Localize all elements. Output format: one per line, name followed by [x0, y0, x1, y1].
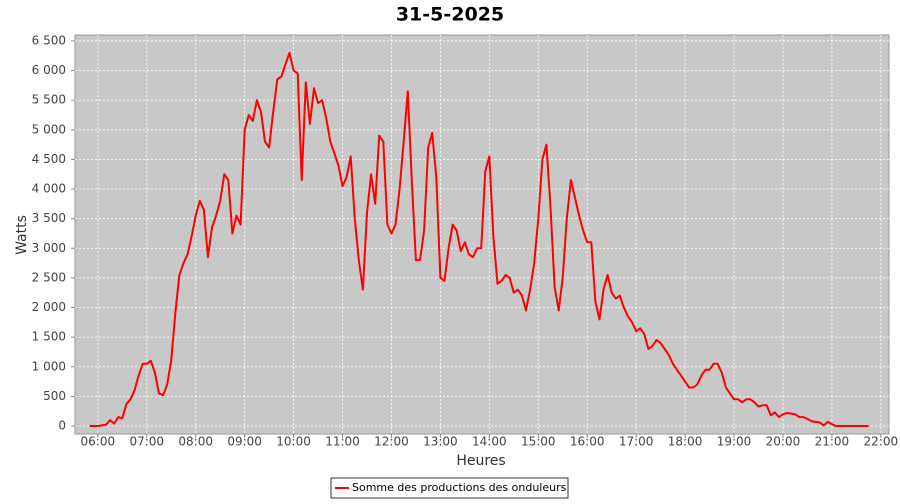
x-tick-label: 06:00 [81, 435, 116, 449]
y-tick-label: 6 500 [32, 33, 66, 47]
y-tick-label: 0 [58, 419, 66, 433]
x-tick-label: 18:00 [668, 435, 703, 449]
x-tick-label: 19:00 [717, 435, 752, 449]
x-tick-label: 14:00 [472, 435, 507, 449]
y-tick-label: 2 000 [32, 300, 66, 314]
y-tick-label: 1 500 [32, 330, 66, 344]
y-tick-label: 5 500 [32, 93, 66, 107]
x-tick-label: 21:00 [815, 435, 850, 449]
y-tick-label: 1 000 [32, 359, 66, 373]
x-tick-label: 09:00 [227, 435, 262, 449]
x-tick-label: 22:00 [864, 435, 899, 449]
x-tick-label: 13:00 [423, 435, 458, 449]
y-tick-label: 3 000 [32, 241, 66, 255]
x-tick-label: 07:00 [129, 435, 164, 449]
x-tick-label: 16:00 [570, 435, 605, 449]
y-tick-label: 4 000 [32, 182, 66, 196]
x-axis-label: Heures [456, 453, 505, 469]
y-axis-label: Watts [14, 215, 30, 255]
x-tick-label: 11:00 [325, 435, 360, 449]
y-tick-label: 5 000 [32, 122, 66, 136]
x-tick-label: 17:00 [619, 435, 654, 449]
y-tick-label: 500 [43, 389, 66, 403]
y-tick-label: 6 000 [32, 63, 66, 77]
series-line [89, 51, 869, 427]
chart-title: 31-5-2025 [396, 4, 504, 26]
x-tick-label: 15:00 [521, 435, 556, 449]
x-tick-label: 10:00 [276, 435, 311, 449]
x-tick-label: 12:00 [374, 435, 409, 449]
y-tick-label: 4 500 [32, 152, 66, 166]
y-tick-label: 2 500 [32, 270, 66, 284]
legend-box [330, 477, 569, 499]
x-tick-label: 08:00 [178, 435, 213, 449]
y-tick-label: 3 500 [32, 211, 66, 225]
x-tick-label: 20:00 [766, 435, 801, 449]
legend-label: Somme des productions des onduleurs [352, 481, 567, 494]
